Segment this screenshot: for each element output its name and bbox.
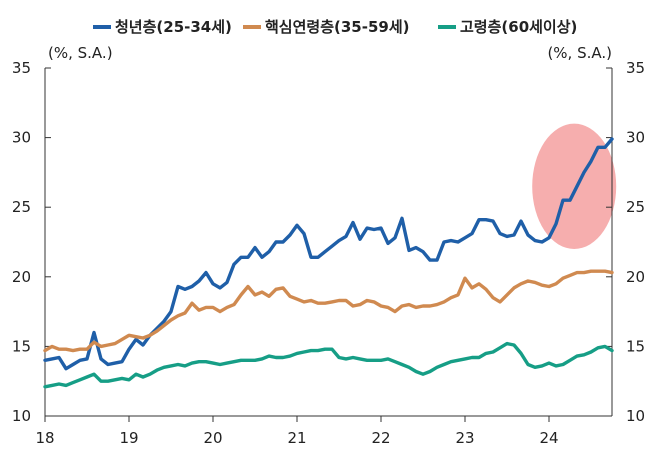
x-tick-label: 22 bbox=[371, 429, 390, 447]
legend-label-elderly: 고령층(60세이상) bbox=[460, 18, 577, 36]
x-tick-label: 21 bbox=[287, 429, 306, 447]
series-line-elderly bbox=[43, 341, 614, 389]
y-tick-label-right: 15 bbox=[626, 337, 645, 355]
legend-label-core-age: 핵심연령층(35-59세) bbox=[265, 18, 410, 36]
y-tick-label-left: 35 bbox=[12, 59, 31, 77]
right-axis-unit: (%, S.A.) bbox=[547, 44, 612, 62]
legend: 청년층(25-34세) 핵심연령층(35-59세) 고령층(60세이상) bbox=[93, 18, 577, 36]
y-tick-label-left: 25 bbox=[12, 198, 31, 216]
x-tick-label: 19 bbox=[119, 429, 138, 447]
legend-label-youth: 청년층(25-34세) bbox=[115, 18, 232, 36]
series-lines bbox=[43, 137, 614, 389]
y-tick-label-left: 10 bbox=[12, 407, 31, 425]
axes bbox=[44, 67, 613, 422]
y-tick-label-right: 30 bbox=[626, 129, 645, 147]
series-line-youth bbox=[43, 137, 614, 371]
left-axis-unit: (%, S.A.) bbox=[48, 44, 113, 62]
x-tick-label: 24 bbox=[539, 429, 558, 447]
y-tick-label-left: 15 bbox=[12, 337, 31, 355]
y-tick-label-right: 35 bbox=[626, 59, 645, 77]
x-tick-label: 20 bbox=[203, 429, 222, 447]
x-tick-labels: 18 19 20 21 22 23 24 bbox=[35, 429, 558, 447]
x-tick-label: 23 bbox=[455, 429, 474, 447]
y-tick-label-right: 25 bbox=[626, 198, 645, 216]
y-tick-labels: 10 10 15 15 20 20 25 25 30 30 35 35 bbox=[12, 59, 645, 425]
y-tick-label-left: 30 bbox=[12, 129, 31, 147]
y-tick-label-right: 10 bbox=[626, 407, 645, 425]
x-tick-label: 18 bbox=[35, 429, 54, 447]
y-tick-label-right: 20 bbox=[626, 268, 645, 286]
highlight-ellipse bbox=[532, 123, 617, 249]
series-line-core-age bbox=[43, 269, 614, 353]
y-tick-label-left: 20 bbox=[12, 268, 31, 286]
